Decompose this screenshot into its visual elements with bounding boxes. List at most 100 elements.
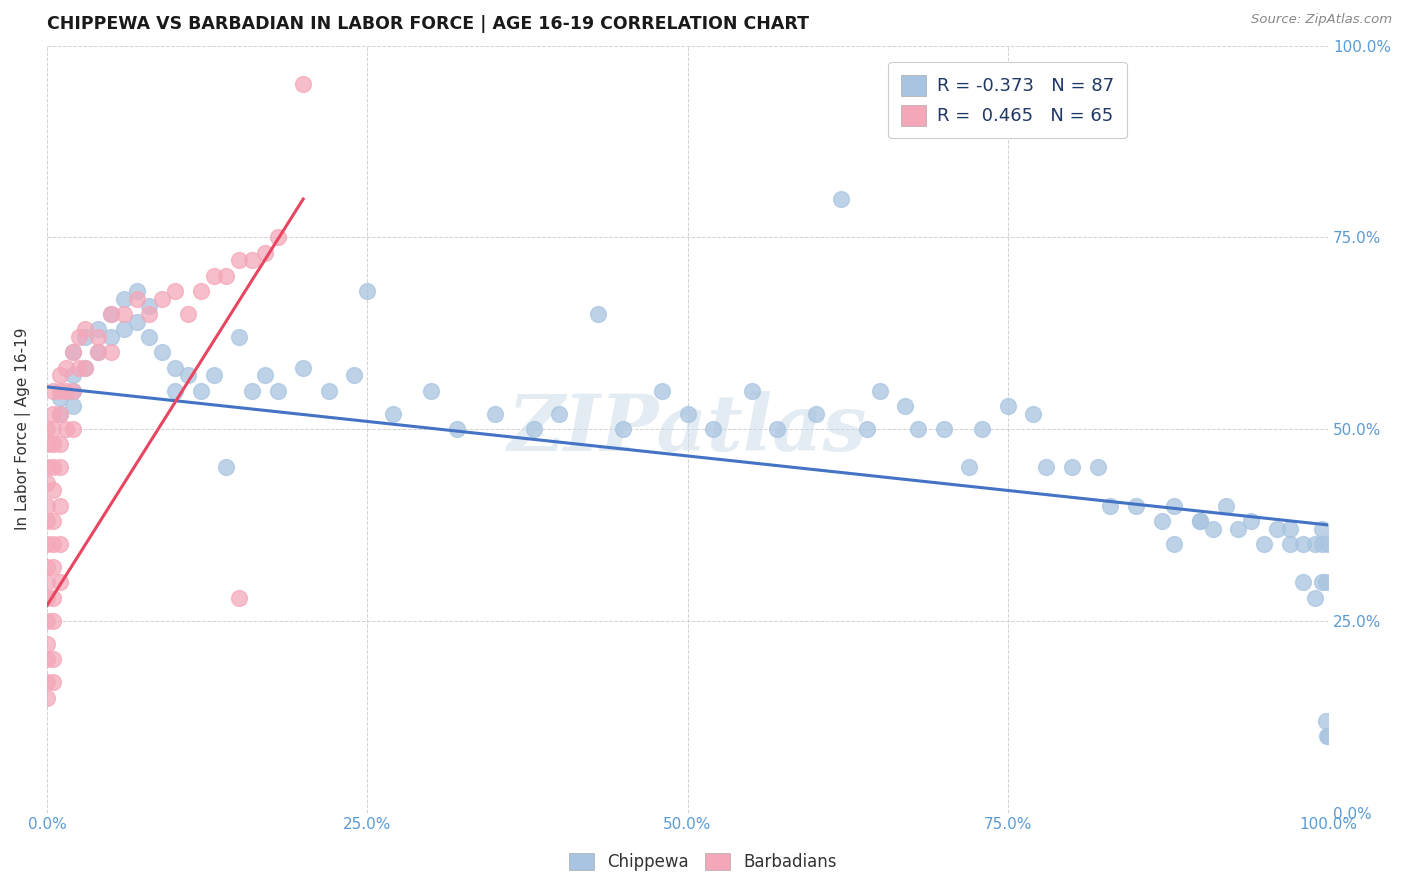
Point bbox=[972, 422, 994, 436]
Point bbox=[42, 384, 65, 398]
Point bbox=[804, 407, 827, 421]
Point bbox=[381, 407, 404, 421]
Point bbox=[1227, 522, 1250, 536]
Point bbox=[484, 407, 506, 421]
Point bbox=[957, 460, 980, 475]
Point bbox=[1240, 514, 1263, 528]
Point bbox=[75, 330, 97, 344]
Point bbox=[856, 422, 879, 436]
Point bbox=[138, 300, 160, 314]
Point bbox=[35, 575, 58, 590]
Point bbox=[100, 307, 122, 321]
Point bbox=[1060, 460, 1083, 475]
Point bbox=[1035, 460, 1057, 475]
Point bbox=[35, 514, 58, 528]
Point bbox=[1163, 499, 1185, 513]
Text: CHIPPEWA VS BARBADIAN IN LABOR FORCE | AGE 16-19 CORRELATION CHART: CHIPPEWA VS BARBADIAN IN LABOR FORCE | A… bbox=[46, 15, 808, 33]
Point bbox=[87, 322, 110, 336]
Point bbox=[165, 360, 187, 375]
Point bbox=[112, 292, 135, 306]
Point bbox=[1316, 729, 1339, 743]
Point bbox=[42, 460, 65, 475]
Point bbox=[1087, 460, 1109, 475]
Point bbox=[215, 268, 238, 283]
Point bbox=[177, 368, 200, 383]
Point bbox=[49, 407, 72, 421]
Point bbox=[266, 384, 288, 398]
Point bbox=[1278, 522, 1301, 536]
Point bbox=[420, 384, 443, 398]
Point bbox=[49, 384, 72, 398]
Point bbox=[55, 360, 77, 375]
Point bbox=[240, 253, 263, 268]
Point bbox=[612, 422, 634, 436]
Point bbox=[125, 315, 148, 329]
Point bbox=[676, 407, 699, 421]
Point bbox=[1278, 537, 1301, 551]
Point bbox=[112, 322, 135, 336]
Point bbox=[190, 384, 212, 398]
Point bbox=[138, 330, 160, 344]
Point bbox=[343, 368, 366, 383]
Point bbox=[35, 690, 58, 705]
Point bbox=[869, 384, 891, 398]
Point bbox=[150, 292, 173, 306]
Point bbox=[1291, 575, 1313, 590]
Point bbox=[150, 345, 173, 359]
Text: ZIPatlas: ZIPatlas bbox=[508, 391, 868, 467]
Point bbox=[1265, 522, 1288, 536]
Point bbox=[830, 192, 852, 206]
Point bbox=[49, 537, 72, 551]
Point bbox=[42, 514, 65, 528]
Text: Source: ZipAtlas.com: Source: ZipAtlas.com bbox=[1251, 13, 1392, 27]
Point bbox=[586, 307, 609, 321]
Point bbox=[62, 345, 84, 359]
Point bbox=[1291, 537, 1313, 551]
Point bbox=[1125, 499, 1147, 513]
Point bbox=[125, 284, 148, 298]
Point bbox=[228, 330, 250, 344]
Point bbox=[523, 422, 546, 436]
Point bbox=[62, 345, 84, 359]
Point bbox=[548, 407, 571, 421]
Point bbox=[1310, 575, 1333, 590]
Point bbox=[1150, 514, 1173, 528]
Point bbox=[42, 422, 65, 436]
Point bbox=[1099, 499, 1122, 513]
Point bbox=[190, 284, 212, 298]
Point bbox=[741, 384, 763, 398]
Point bbox=[1163, 537, 1185, 551]
Point bbox=[702, 422, 724, 436]
Point bbox=[35, 614, 58, 628]
Point bbox=[1317, 729, 1340, 743]
Point bbox=[138, 307, 160, 321]
Point bbox=[49, 499, 72, 513]
Point bbox=[1310, 537, 1333, 551]
Point bbox=[125, 292, 148, 306]
Point bbox=[42, 652, 65, 666]
Point bbox=[100, 345, 122, 359]
Point bbox=[215, 460, 238, 475]
Point bbox=[1310, 522, 1333, 536]
Point bbox=[1253, 537, 1275, 551]
Point bbox=[42, 614, 65, 628]
Point bbox=[42, 483, 65, 498]
Point bbox=[62, 422, 84, 436]
Point bbox=[35, 675, 58, 690]
Point bbox=[35, 499, 58, 513]
Point bbox=[42, 537, 65, 551]
Point bbox=[100, 330, 122, 344]
Point bbox=[1189, 514, 1212, 528]
Point bbox=[42, 437, 65, 451]
Point bbox=[67, 360, 90, 375]
Point bbox=[55, 422, 77, 436]
Point bbox=[35, 652, 58, 666]
Point bbox=[228, 591, 250, 605]
Point bbox=[356, 284, 378, 298]
Point bbox=[202, 268, 225, 283]
Point bbox=[292, 360, 315, 375]
Point bbox=[49, 368, 72, 383]
Point bbox=[49, 392, 72, 406]
Point bbox=[894, 399, 917, 413]
Point bbox=[1315, 714, 1337, 728]
